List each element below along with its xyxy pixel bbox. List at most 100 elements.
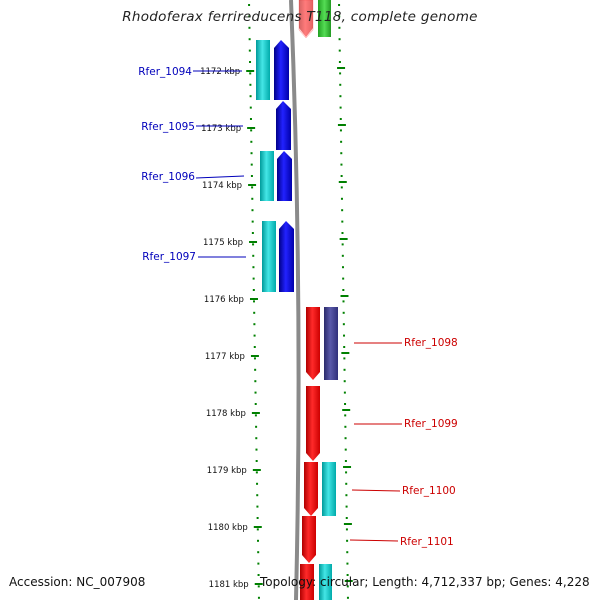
rail-dot [251,209,254,212]
gene-label-rfer-1096[interactable]: Rfer_1096 [141,171,195,183]
rail-dot [342,311,345,314]
scale-label: 1172 kbp [200,67,240,77]
rail-dot [339,106,342,109]
gene-label-rfer-1094[interactable]: Rfer_1094 [138,66,192,78]
rail-dot [256,539,259,542]
rail-dot [339,95,342,98]
gene-arrow-rfer-1098-navy [324,307,338,380]
gene-arrow-bottom-cyan [319,564,332,600]
rail-dot [345,471,348,474]
scale-label: 1174 kbp [202,181,242,191]
rail-dot [249,95,252,98]
rail-dot [252,277,255,280]
scale-rail-left [246,4,263,599]
gene-label-rfer-1095[interactable]: Rfer_1095 [141,121,195,133]
rail-dot [251,232,254,234]
rail-dot [341,254,344,257]
rail-dot [346,585,349,588]
rail-dot [341,243,344,246]
rail-dot [251,220,254,223]
rail-dot [250,163,253,166]
genome-title: Rhodoferax ferrireducens T118, complete … [122,9,478,25]
rail-dot [256,517,259,519]
rail-dot [344,448,347,451]
rail-dot [255,448,258,451]
genome-backbone-arc [289,0,301,600]
rail-dot [341,232,344,234]
rail-dot [338,61,341,63]
rail-dot [251,186,254,189]
gene-arrow-top-green [318,0,331,37]
rail-dot [338,15,341,18]
rail-dot [255,471,258,474]
rail-dot [345,517,348,519]
rail-dot [254,414,257,417]
rail-dot [250,175,253,177]
rail-dot [338,49,341,52]
rail-dot [253,357,256,360]
scale-label: 1173 kbp [201,124,241,134]
rail-dot [340,175,343,177]
rail-dot [253,323,256,326]
rail-dot [250,129,253,132]
rail-dot [256,528,259,531]
rail-dot [342,289,345,291]
scale-label: 1181 kbp [209,580,249,590]
rail-dot [343,334,346,337]
rail-dot [254,368,257,371]
rail-dot [343,346,346,348]
rail-dot [256,505,259,508]
rail-dot [255,437,258,440]
rail-dot [253,311,256,314]
rail-dot [346,574,349,576]
rail-dot [340,186,343,189]
gene-arrow-top-red [299,0,313,37]
rail-dot [344,414,347,417]
rail-dot [257,551,260,554]
rail-dot [340,163,343,166]
gene-arrow-rfer-1094-blue [274,40,289,100]
rail-dot [339,83,342,86]
rail-dot [338,38,341,41]
gene-label-rfer-1097[interactable]: Rfer_1097 [142,251,196,263]
rail-dot [346,539,349,542]
rail-dot [255,425,258,428]
gene-arrow-rfer-1097-cyan [262,221,276,292]
rail-dot [345,528,348,531]
rail-dot [345,482,348,485]
rail-dot [344,425,347,428]
rail-dot [255,460,258,462]
scale-label: 1175 kbp [203,238,243,248]
rail-dot [344,403,347,405]
leader-rfer-1100 [351,489,401,492]
gene-arrow-rfer-1094-cyan [256,40,270,100]
rail-dot [254,403,257,405]
rail-dot [249,83,252,86]
rail-dot [249,106,252,109]
rail-dot [256,494,259,497]
rail-dot [344,460,347,462]
rail-dot [248,49,251,52]
gene-arrow-rfer-1100-cyan [322,462,336,516]
gene-label-rfer-1101[interactable]: Rfer_1101 [400,536,454,548]
rail-dot [346,551,349,554]
rail-dot [248,26,251,29]
gene-label-rfer-1100[interactable]: Rfer_1100 [402,485,456,497]
scale-label: 1176 kbp [204,295,244,305]
rail-dot [253,300,256,303]
gene-label-rfer-1099[interactable]: Rfer_1099 [404,418,458,430]
rail-dot [338,26,341,29]
scale-label: 1179 kbp [207,466,247,476]
rail-dot [340,152,343,155]
rail-dot [257,574,260,576]
rail-dot [252,266,255,269]
rail-dot [346,562,349,565]
rail-dot [341,266,344,269]
rail-dot [249,118,252,120]
gene-arrow-rfer-1099-red [306,386,320,461]
rail-dot [257,596,260,599]
gene-label-rfer-1098[interactable]: Rfer_1098 [404,337,458,349]
scale-label: 1180 kbp [208,523,248,533]
rail-dot [346,596,349,599]
